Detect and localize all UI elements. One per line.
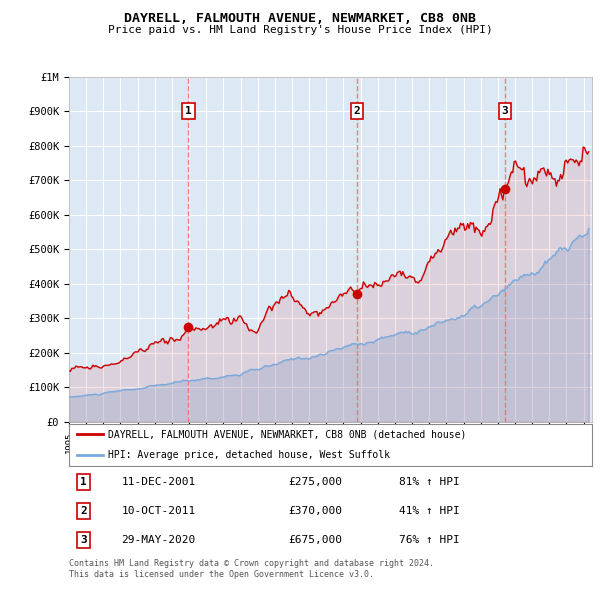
Text: £370,000: £370,000 xyxy=(289,506,343,516)
Text: DAYRELL, FALMOUTH AVENUE, NEWMARKET, CB8 0NB: DAYRELL, FALMOUTH AVENUE, NEWMARKET, CB8… xyxy=(124,12,476,25)
Text: This data is licensed under the Open Government Licence v3.0.: This data is licensed under the Open Gov… xyxy=(69,570,374,579)
Text: 29-MAY-2020: 29-MAY-2020 xyxy=(121,535,196,545)
Text: 2: 2 xyxy=(80,506,87,516)
Text: £275,000: £275,000 xyxy=(289,477,343,487)
Text: 11-DEC-2001: 11-DEC-2001 xyxy=(121,477,196,487)
Text: 3: 3 xyxy=(502,106,508,116)
Text: £675,000: £675,000 xyxy=(289,535,343,545)
Text: HPI: Average price, detached house, West Suffolk: HPI: Average price, detached house, West… xyxy=(108,451,390,460)
Text: 3: 3 xyxy=(80,535,87,545)
Text: DAYRELL, FALMOUTH AVENUE, NEWMARKET, CB8 0NB (detached house): DAYRELL, FALMOUTH AVENUE, NEWMARKET, CB8… xyxy=(108,430,467,439)
Text: 76% ↑ HPI: 76% ↑ HPI xyxy=(398,535,460,545)
Text: 81% ↑ HPI: 81% ↑ HPI xyxy=(398,477,460,487)
Text: Price paid vs. HM Land Registry's House Price Index (HPI): Price paid vs. HM Land Registry's House … xyxy=(107,25,493,35)
Text: 1: 1 xyxy=(80,477,87,487)
Text: 1: 1 xyxy=(185,106,192,116)
Text: Contains HM Land Registry data © Crown copyright and database right 2024.: Contains HM Land Registry data © Crown c… xyxy=(69,559,434,568)
Text: 10-OCT-2011: 10-OCT-2011 xyxy=(121,506,196,516)
Text: 2: 2 xyxy=(353,106,360,116)
Text: 41% ↑ HPI: 41% ↑ HPI xyxy=(398,506,460,516)
